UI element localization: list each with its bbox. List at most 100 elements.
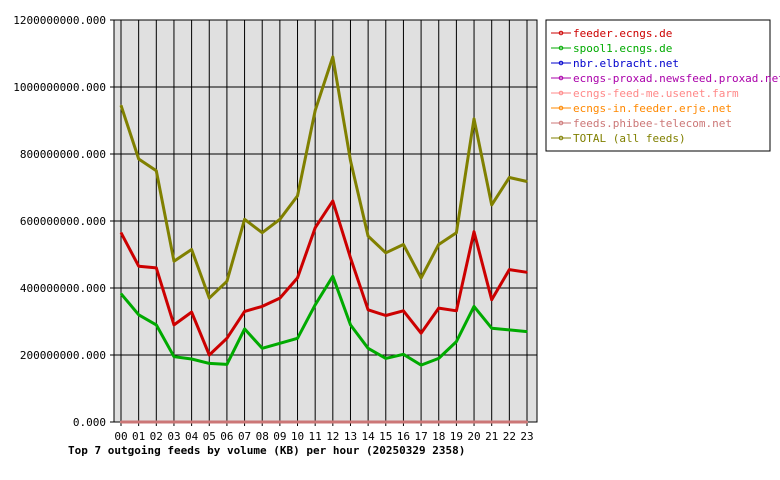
data-point-spool1-ecngs-de	[420, 364, 422, 366]
data-point-total-all-feeds	[420, 277, 422, 279]
legend-marker	[558, 105, 564, 111]
data-point-feeds-phibee-telecom-net	[490, 421, 493, 423]
data-point-total-all-feeds	[455, 231, 458, 234]
data-point-feeds-phibee-telecom-net	[190, 421, 193, 423]
data-point-spool1-ecngs-de	[296, 337, 299, 340]
series-line-feeder-ecngs-de	[119, 199, 528, 357]
x-tick-label: 22	[503, 430, 516, 443]
x-tick-label: 19	[450, 430, 463, 443]
data-point-feeds-phibee-telecom-net	[137, 421, 140, 423]
x-tick-label: 05	[203, 430, 216, 443]
data-point-feeds-phibee-telecom-net	[120, 421, 122, 423]
data-point-feeder-ecngs-de	[526, 271, 528, 274]
data-point-feeder-ecngs-de	[508, 268, 511, 271]
data-point-feeds-phibee-telecom-net	[314, 421, 316, 423]
legend-label: TOTAL (all feeds)	[573, 132, 686, 145]
data-point-spool1-ecngs-de	[208, 362, 211, 365]
legend-label: ecngs-feed-me.usenet.farm	[573, 87, 739, 100]
legend-label: nbr.elbracht.net	[573, 57, 679, 70]
data-point-feeder-ecngs-de	[490, 298, 493, 301]
data-point-total-all-feeds	[473, 118, 475, 120]
data-point-feeder-ecngs-de	[190, 311, 193, 313]
x-tick-label: 12	[326, 430, 339, 443]
data-point-feeder-ecngs-de	[314, 226, 316, 229]
data-point-spool1-ecngs-de	[173, 355, 175, 358]
x-tick-label: 18	[432, 430, 445, 443]
data-point-feeder-ecngs-de	[455, 309, 458, 312]
data-point-total-all-feeds	[508, 176, 511, 179]
x-tick-label: 06	[220, 430, 233, 443]
data-point-feeds-phibee-telecom-net	[384, 421, 387, 423]
data-point-feeder-ecngs-de	[155, 267, 158, 269]
legend-marker	[558, 45, 564, 51]
data-point-total-all-feeds	[314, 109, 316, 112]
data-point-spool1-ecngs-de	[526, 330, 528, 333]
data-point-total-all-feeds	[296, 195, 299, 197]
data-point-feeder-ecngs-de	[473, 230, 475, 233]
data-point-total-all-feeds	[367, 235, 369, 237]
data-point-spool1-ecngs-de	[349, 324, 352, 326]
x-tick-label: 08	[256, 430, 269, 443]
legend-marker	[558, 30, 564, 36]
legend-box	[545, 19, 771, 152]
legend-marker	[558, 120, 564, 126]
data-point-feeder-ecngs-de	[296, 277, 299, 279]
data-point-spool1-ecngs-de	[243, 328, 246, 330]
legend-label: feeder.ecngs.de	[573, 27, 672, 40]
data-point-feeds-phibee-telecom-net	[226, 421, 228, 423]
series-lines	[119, 55, 528, 424]
data-point-total-all-feeds	[261, 231, 264, 234]
data-point-feeder-ecngs-de	[402, 309, 405, 312]
y-tick-label: 800000000.000	[20, 148, 106, 161]
data-point-feeder-ecngs-de	[367, 308, 369, 311]
y-tick-label: 0.000	[73, 416, 106, 429]
data-point-feeds-phibee-telecom-net	[402, 421, 405, 423]
x-tick-label: 21	[485, 430, 498, 443]
x-tick-label: 15	[379, 430, 392, 443]
legend-marker	[558, 60, 564, 66]
data-point-feeds-phibee-telecom-net	[243, 421, 246, 423]
data-point-spool1-ecngs-de	[279, 342, 281, 345]
x-tick-label: 14	[362, 430, 376, 443]
data-point-spool1-ecngs-de	[455, 340, 458, 343]
x-tick-label: 20	[467, 430, 480, 443]
chart-title: Top 7 outgoing feeds by volume (KB) per …	[68, 444, 466, 457]
data-point-total-all-feeds	[402, 243, 405, 246]
y-tick-label: 1000000000.000	[13, 81, 106, 94]
data-point-feeder-ecngs-de	[120, 231, 122, 234]
legend-label: spool1.ecngs.de	[573, 42, 672, 55]
data-point-feeder-ecngs-de	[137, 265, 140, 268]
data-point-total-all-feeds	[137, 158, 140, 160]
x-tick-label: 00	[114, 430, 127, 443]
legend: feeder.ecngs.de spool1.ecngs.de nbr.elbrac…	[545, 19, 780, 152]
data-point-feeds-phibee-telecom-net	[261, 421, 264, 423]
data-point-feeder-ecngs-de	[332, 200, 334, 202]
data-point-spool1-ecngs-de	[332, 275, 334, 278]
data-point-feeds-phibee-telecom-net	[296, 421, 299, 423]
x-tick-label: 01	[132, 430, 145, 443]
data-point-spool1-ecngs-de	[137, 314, 140, 316]
data-point-feeder-ecngs-de	[226, 337, 228, 340]
y-tick-label: 400000000.000	[20, 282, 106, 295]
data-point-total-all-feeds	[243, 218, 246, 221]
x-tick-label: 16	[397, 430, 410, 443]
x-tick-label: 13	[344, 430, 357, 443]
data-point-feeds-phibee-telecom-net	[208, 421, 211, 423]
data-point-total-all-feeds	[173, 260, 175, 263]
data-point-total-all-feeds	[279, 218, 281, 221]
data-point-spool1-ecngs-de	[402, 353, 405, 356]
data-point-total-all-feeds	[526, 180, 528, 183]
x-tick-label: 11	[309, 430, 322, 443]
data-point-spool1-ecngs-de	[314, 303, 316, 306]
series-line-spool1-ecngs-de	[119, 274, 528, 367]
data-point-total-all-feeds	[226, 280, 228, 283]
data-point-total-all-feeds	[120, 104, 122, 107]
x-tick-label: 23	[520, 430, 533, 443]
data-point-total-all-feeds	[384, 252, 387, 254]
grid-lines	[114, 20, 537, 422]
data-point-feeds-phibee-telecom-net	[367, 421, 369, 423]
data-point-feeder-ecngs-de	[384, 314, 387, 317]
legend-label: ecngs-in.feeder.erje.net	[573, 102, 732, 115]
data-point-spool1-ecngs-de	[120, 292, 122, 295]
